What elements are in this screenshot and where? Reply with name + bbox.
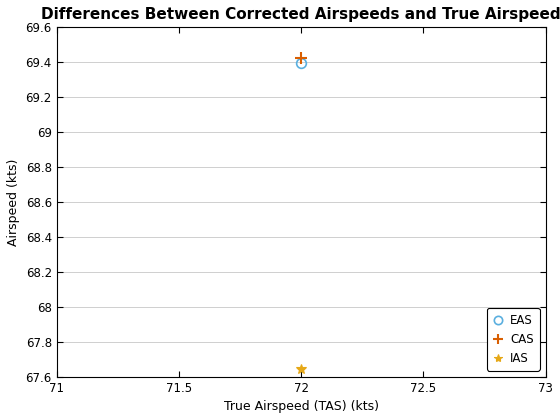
Y-axis label: Airspeed (kts): Airspeed (kts) xyxy=(7,158,20,246)
X-axis label: True Airspeed (TAS) (kts): True Airspeed (TAS) (kts) xyxy=(223,400,379,413)
Title: Differences Between Corrected Airspeeds and True Airspeed: Differences Between Corrected Airspeeds … xyxy=(41,7,560,22)
Legend: EAS, CAS, IAS: EAS, CAS, IAS xyxy=(487,308,540,371)
